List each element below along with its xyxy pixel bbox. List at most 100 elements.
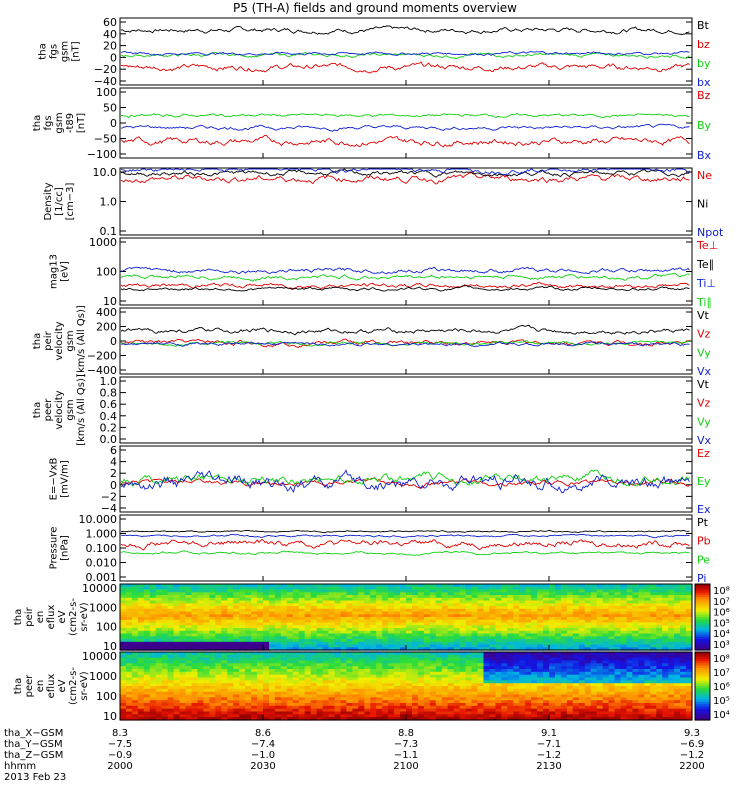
colorbar-tick-peer_eflux-3: 10⁵ [713,696,730,707]
spec-cell-peir_eflux [489,586,496,591]
spec-cell-peer_eflux [209,674,216,679]
colorbar-cell-peer_eflux [695,692,710,696]
spec-cell-peir_eflux [614,622,622,626]
spec-cell-peir_eflux [483,614,491,618]
spec-cell-peir_eflux [239,603,246,607]
spec-cell-peir_eflux [304,589,312,593]
spec-cell-peir_eflux [280,603,288,607]
spec-cell-peir_eflux [120,611,127,615]
spec-cell-peir_eflux [400,644,407,648]
spec-cell-peir_eflux [549,600,556,604]
spec-cell-peer_eflux [662,714,669,718]
xaxis-val-2-4: −1.2 [680,750,704,761]
spec-cell-peir_eflux [495,628,502,632]
spec-cell-peir_eflux [638,586,645,591]
spec-cell-peir_eflux [525,592,532,596]
spec-cell-peer_eflux [560,686,568,690]
spec-cell-peer_eflux [251,663,258,667]
spec-cell-peir_eflux [435,603,443,607]
spec-cell-peer_eflux [632,683,639,687]
spec-cell-peer_eflux [674,660,681,664]
spec-cell-peer_eflux [161,694,169,698]
spec-cell-peer_eflux [167,708,175,713]
spec-cell-peir_eflux [143,595,151,599]
spec-cell-peer_eflux [316,663,324,667]
spec-cell-peir_eflux [185,603,193,607]
spec-cell-peer_eflux [292,714,300,718]
spec-cell-peir_eflux [120,586,127,591]
spec-cell-peir_eflux [435,608,443,613]
spec-cell-peer_eflux [543,669,550,673]
panel-frame-density [119,167,693,236]
spec-cell-peir_eflux [292,636,300,640]
spec-cell-peer_eflux [483,654,491,659]
spec-cell-peer_eflux [161,660,169,664]
spec-cell-peir_eflux [632,600,639,604]
spec-cell-peer_eflux [578,700,586,704]
spec-cell-peir_eflux [429,603,437,607]
spec-cell-peer_eflux [364,674,371,679]
series-peir_velocity-Vt [120,324,690,336]
spec-cell-peer_eflux [376,705,383,710]
spec-cell-peir_eflux [519,611,526,615]
spec-cell-peer_eflux [674,674,681,679]
spec-cell-peer_eflux [364,705,371,710]
spec-cell-peir_eflux [251,644,258,648]
spec-cell-peer_eflux [161,686,169,690]
spec-cell-peir_eflux [137,628,145,632]
spec-cell-peer_eflux [620,691,628,696]
spec-cell-peir_eflux [251,625,258,629]
spec-cell-peir_eflux [292,622,300,626]
spec-cell-peir_eflux [531,647,538,651]
spec-cell-peer_eflux [316,677,324,681]
spec-cell-peer_eflux [394,714,401,718]
spec-cell-peir_eflux [644,584,651,588]
spec-cell-peir_eflux [441,597,449,602]
ylabel-peer_eflux-6: sr-eV) [79,671,90,700]
spec-cell-peer_eflux [435,708,443,713]
spec-cell-peir_eflux [167,586,175,591]
spec-cell-peir_eflux [376,644,383,648]
spec-cell-peir_eflux [680,617,687,621]
spec-cell-peer_eflux [680,652,687,656]
spec-cell-peir_eflux [608,617,616,621]
spec-cell-peer_eflux [280,652,288,656]
spec-cell-peir_eflux [179,628,187,632]
spec-cell-peir_eflux [638,614,645,618]
spec-cell-peer_eflux [316,683,324,687]
spec-cell-peir_eflux [555,584,562,588]
spec-cell-peer_eflux [131,677,139,681]
spec-cell-peer_eflux [686,683,693,687]
spec-cell-peer_eflux [358,697,365,701]
spec-cell-peir_eflux [257,611,264,615]
spec-cell-peer_eflux [346,666,353,670]
spec-cell-peir_eflux [257,614,264,618]
spec-cell-peir_eflux [322,600,330,604]
spec-cell-peir_eflux [465,647,473,651]
legend-peir_velocity-Vx: Vx [697,365,712,378]
spec-cell-peir_eflux [429,608,437,613]
spec-cell-peer_eflux [334,677,342,681]
ylabel-fgs_dc-2: gsm [54,112,65,133]
spec-cell-peir_eflux [650,644,657,648]
spec-cell-peer_eflux [215,683,222,687]
spec-cell-peer_eflux [269,700,276,704]
spec-cell-peir_eflux [376,603,383,607]
spec-cell-peer_eflux [519,671,526,676]
spec-cell-peer_eflux [400,694,407,698]
spec-cell-peir_eflux [257,647,264,651]
spec-cell-peir_eflux [596,622,604,626]
colorbar-cell-peir_eflux [695,617,710,620]
spec-cell-peir_eflux [471,614,479,618]
spec-cell-peer_eflux [525,674,532,679]
spec-cell-peer_eflux [364,694,371,698]
spec-cell-peir_eflux [322,622,330,626]
spec-cell-peir_eflux [644,611,651,615]
spec-cell-peer_eflux [584,677,592,681]
spec-cell-peir_eflux [435,600,443,604]
spec-cell-peer_eflux [668,703,675,707]
spec-cell-peir_eflux [602,606,610,610]
spec-cell-peer_eflux [322,683,330,687]
colorbar-frame-peir_eflux [694,583,711,651]
spec-cell-peer_eflux [257,700,264,704]
